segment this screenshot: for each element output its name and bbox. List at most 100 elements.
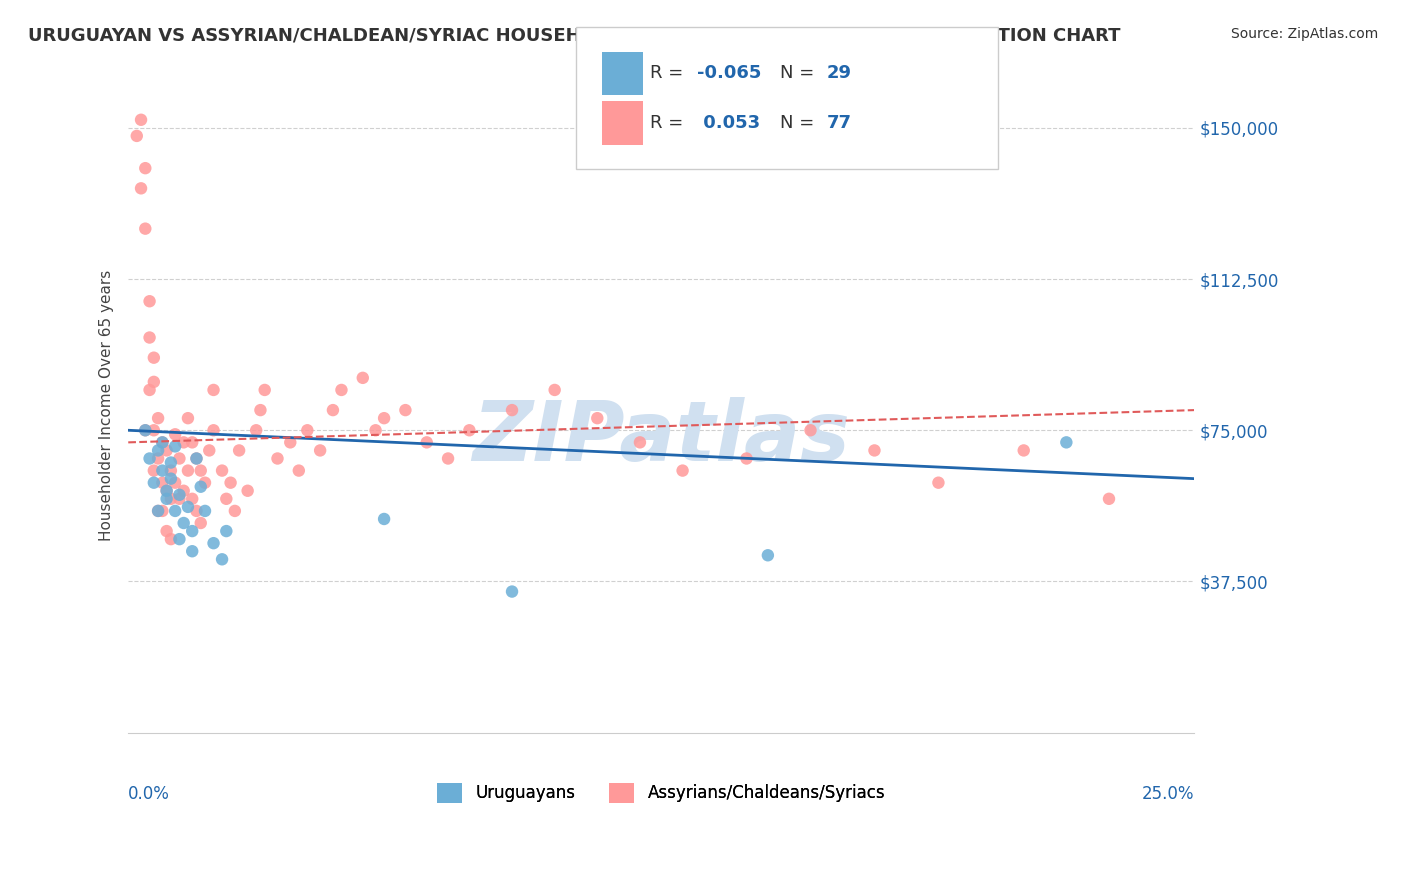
Point xyxy=(138,294,160,309)
Point xyxy=(138,330,160,344)
Point xyxy=(177,411,200,425)
Point xyxy=(309,443,332,458)
Point xyxy=(586,411,609,425)
Point xyxy=(927,475,949,490)
Point xyxy=(181,544,204,558)
Point xyxy=(156,483,179,498)
Point xyxy=(1054,435,1077,450)
Text: R =: R = xyxy=(650,114,689,132)
Point xyxy=(142,464,165,478)
Text: N =: N = xyxy=(780,64,820,82)
Point xyxy=(253,383,276,397)
Point xyxy=(228,443,250,458)
Point xyxy=(756,549,779,563)
Point xyxy=(134,423,156,437)
Point xyxy=(186,451,208,466)
Point xyxy=(134,221,156,235)
Point xyxy=(799,423,821,437)
Point xyxy=(266,451,288,466)
Text: URUGUAYAN VS ASSYRIAN/CHALDEAN/SYRIAC HOUSEHOLDER INCOME OVER 65 YEARS CORRELATI: URUGUAYAN VS ASSYRIAN/CHALDEAN/SYRIAC HO… xyxy=(28,27,1121,45)
Point xyxy=(190,464,212,478)
Point xyxy=(160,532,183,546)
Y-axis label: Householder Income Over 65 years: Householder Income Over 65 years xyxy=(100,269,114,541)
Point xyxy=(129,181,152,195)
Point xyxy=(190,516,212,530)
Text: 29: 29 xyxy=(827,64,852,82)
Text: 77: 77 xyxy=(827,114,852,132)
Point xyxy=(138,383,160,397)
Point xyxy=(156,491,179,506)
Point xyxy=(194,475,217,490)
Text: 0.053: 0.053 xyxy=(697,114,761,132)
Text: -0.065: -0.065 xyxy=(697,64,762,82)
Text: R =: R = xyxy=(650,64,689,82)
Point xyxy=(150,475,173,490)
Point xyxy=(373,411,395,425)
Point xyxy=(364,423,387,437)
Point xyxy=(249,403,271,417)
Point xyxy=(138,451,160,466)
Point xyxy=(1012,443,1035,458)
Point xyxy=(190,480,212,494)
Point xyxy=(297,423,319,437)
Point xyxy=(134,161,156,176)
Point xyxy=(219,475,242,490)
Point xyxy=(735,451,758,466)
Point xyxy=(165,439,187,453)
Point xyxy=(156,483,179,498)
Text: 0.0%: 0.0% xyxy=(128,785,170,803)
Point xyxy=(146,443,169,458)
Point xyxy=(142,375,165,389)
Point xyxy=(671,464,693,478)
Text: Source: ZipAtlas.com: Source: ZipAtlas.com xyxy=(1230,27,1378,41)
Point xyxy=(160,491,183,506)
Point xyxy=(169,532,191,546)
Point xyxy=(156,524,179,538)
Legend: Uruguayans, Assyrians/Chaldeans/Syriacs: Uruguayans, Assyrians/Chaldeans/Syriacs xyxy=(430,776,891,810)
Text: ZIPatlas: ZIPatlas xyxy=(472,397,851,478)
Point xyxy=(416,435,439,450)
Text: N =: N = xyxy=(780,114,820,132)
Point xyxy=(211,464,233,478)
Point xyxy=(165,504,187,518)
Point xyxy=(501,403,523,417)
Point xyxy=(169,488,191,502)
Point xyxy=(186,451,208,466)
Point xyxy=(211,552,233,566)
Point xyxy=(202,383,225,397)
Point xyxy=(146,451,169,466)
Point xyxy=(150,435,173,450)
Point xyxy=(169,451,191,466)
Point xyxy=(173,435,195,450)
Point xyxy=(181,435,204,450)
Point xyxy=(198,443,221,458)
Point xyxy=(165,427,187,442)
Point xyxy=(125,128,148,143)
Point xyxy=(146,504,169,518)
Point xyxy=(394,403,416,417)
Point xyxy=(134,423,156,437)
Point xyxy=(181,524,204,538)
Point xyxy=(330,383,353,397)
Point xyxy=(352,371,374,385)
Point xyxy=(278,435,301,450)
Point xyxy=(288,464,311,478)
Point xyxy=(215,524,238,538)
Point xyxy=(236,483,259,498)
Point xyxy=(224,504,246,518)
Point xyxy=(169,491,191,506)
Point xyxy=(160,456,183,470)
Point xyxy=(173,483,195,498)
Point xyxy=(156,443,179,458)
Point xyxy=(142,351,165,365)
Point xyxy=(173,516,195,530)
Point xyxy=(150,464,173,478)
Point xyxy=(146,504,169,518)
Point xyxy=(194,504,217,518)
Point xyxy=(160,464,183,478)
Point xyxy=(1098,491,1121,506)
Point xyxy=(202,536,225,550)
Point xyxy=(863,443,886,458)
Text: 25.0%: 25.0% xyxy=(1142,785,1194,803)
Point xyxy=(165,475,187,490)
